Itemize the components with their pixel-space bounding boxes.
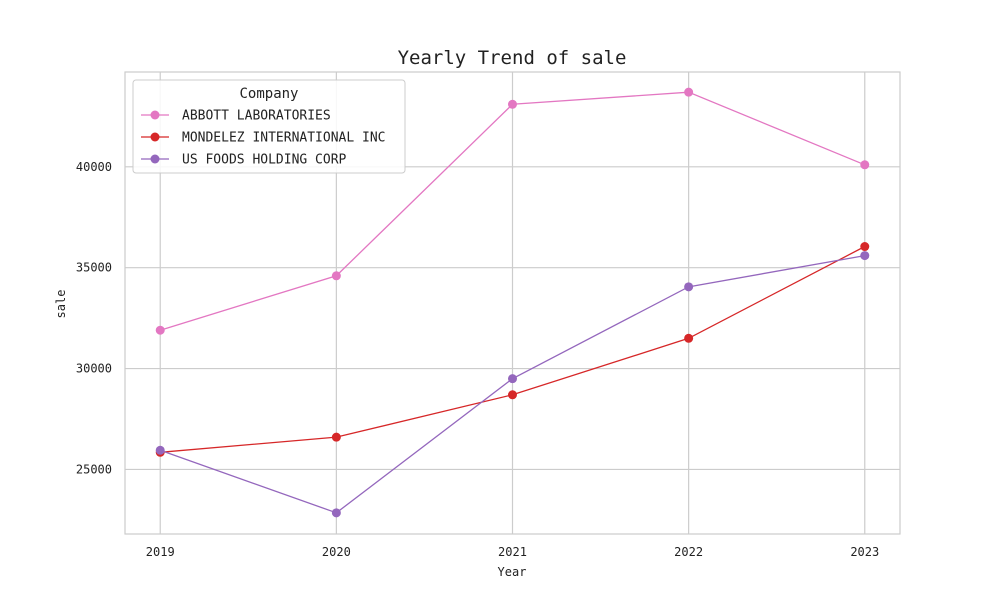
series-layer (155, 87, 870, 518)
data-point (684, 87, 694, 97)
x-axis-label: Year (498, 565, 527, 579)
legend-marker (150, 132, 160, 142)
data-point (684, 333, 694, 343)
data-point (860, 160, 870, 170)
series-2 (155, 251, 870, 518)
y-tick-label: 30000 (76, 362, 112, 376)
data-point (331, 508, 341, 518)
data-point (508, 99, 517, 109)
legend-label: US FOODS HOLDING CORP (182, 153, 347, 168)
legend-marker (150, 110, 160, 120)
x-tick-labels: 2019 2020 2021 2022 2023 (146, 545, 879, 559)
data-point (860, 242, 870, 252)
x-tick-label: 2022 (674, 545, 703, 559)
legend-item: ABBOTT LABORATORIES (141, 109, 331, 124)
legend-box (132, 79, 406, 174)
x-tick-label: 2023 (850, 545, 879, 559)
x-tick-label: 2019 (146, 545, 175, 559)
data-point (331, 432, 341, 442)
data-point (331, 271, 341, 281)
series-0 (155, 87, 870, 335)
data-point (508, 374, 517, 384)
y-tick-label: 40000 (76, 160, 112, 174)
data-point (860, 251, 870, 261)
legend-items: ABBOTT LABORATORIES MONDELEZ INTERNATIONA… (141, 109, 386, 168)
x-tick-label: 2020 (322, 545, 351, 559)
plot-frame (124, 71, 901, 535)
data-point (508, 390, 517, 400)
legend-label: ABBOTT LABORATORIES (182, 109, 331, 124)
legend-marker (150, 154, 160, 164)
y-tick-label: 25000 (76, 462, 112, 476)
legend-title: Company (239, 86, 298, 102)
legend-item: MONDELEZ INTERNATIONAL INC (141, 131, 386, 146)
legend-item: US FOODS HOLDING CORP (141, 153, 347, 168)
data-point (155, 325, 165, 335)
y-tick-label: 35000 (76, 261, 112, 275)
x-tick-label: 2021 (498, 545, 527, 559)
y-axis-label: sale (54, 290, 68, 319)
legend-label: MONDELEZ INTERNATIONAL INC (182, 131, 386, 146)
y-tick-labels: 25000 30000 35000 40000 (76, 160, 112, 477)
legend: Company ABBOTT LABORATORIES MONDELEZ INTE… (132, 79, 406, 174)
data-point (684, 282, 694, 292)
chart-title: Yearly Trend of sale (398, 47, 627, 69)
data-point (155, 445, 165, 455)
